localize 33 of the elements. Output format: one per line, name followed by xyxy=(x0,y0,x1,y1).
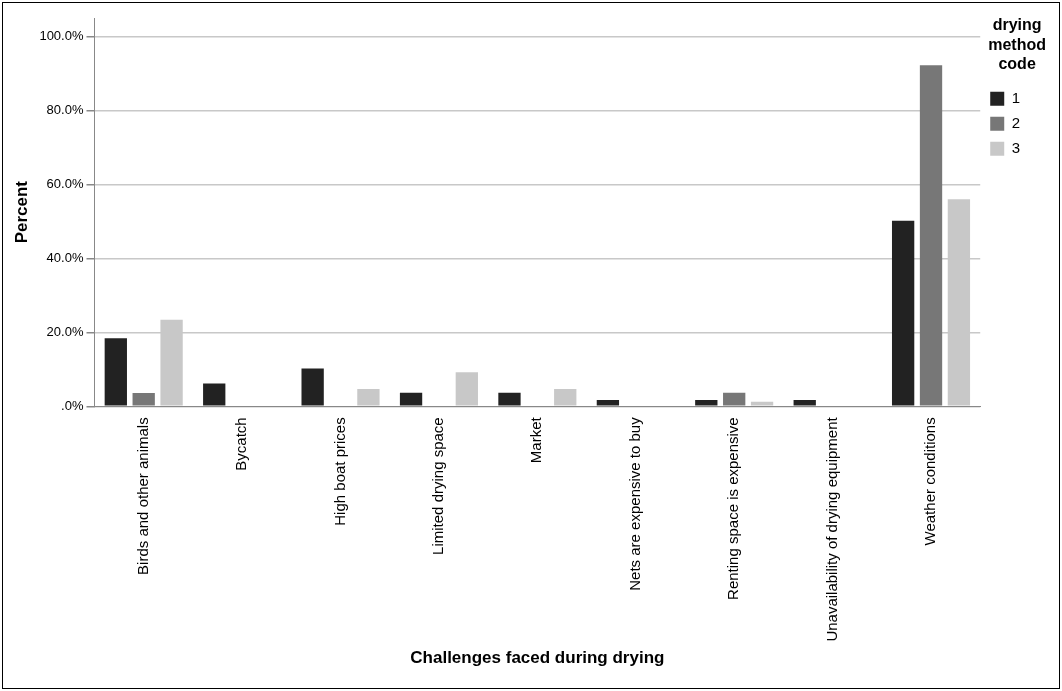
legend-label: 1 xyxy=(1011,88,1021,106)
x-tick-label: Unavailability of drying equipment xyxy=(822,416,840,642)
y-tick-label: 40.0% xyxy=(46,249,84,265)
bar xyxy=(695,400,718,406)
x-tick-label: High boat prices xyxy=(330,417,348,526)
legend-title: drying method code xyxy=(988,16,1046,72)
x-tick-label: Renting space is expensive xyxy=(724,417,742,600)
x-tick-label: Birds and other animals xyxy=(133,417,151,575)
x-tick-label: Weather conditions xyxy=(921,417,939,546)
x-tick-label: Bycatch xyxy=(232,417,250,471)
bar xyxy=(793,400,816,406)
bar xyxy=(104,338,127,406)
bar xyxy=(301,368,324,406)
bar xyxy=(498,392,521,406)
y-axis-title: Percent xyxy=(11,180,31,244)
bar xyxy=(203,383,226,406)
legend-label: 3 xyxy=(1011,138,1021,156)
bar xyxy=(919,65,943,406)
y-tick-label: 60.0% xyxy=(46,176,84,191)
legend-label: 2 xyxy=(1011,113,1021,131)
y-tick-label: 100.0% xyxy=(39,28,84,44)
bar xyxy=(723,392,746,406)
bar xyxy=(399,392,423,406)
y-tick-label: 80.0% xyxy=(46,102,84,118)
x-tick-label: Nets are expensive to buy xyxy=(625,416,643,591)
y-tick-label: .0% xyxy=(61,397,84,413)
bar xyxy=(891,220,915,406)
x-axis-title: Challenges faced during drying xyxy=(410,648,665,668)
x-tick-label: Limited drying space xyxy=(429,417,447,555)
bar xyxy=(132,393,155,406)
bar xyxy=(596,400,620,406)
x-tick-label: Market xyxy=(527,416,545,464)
y-tick-label: 20.0% xyxy=(46,323,84,339)
